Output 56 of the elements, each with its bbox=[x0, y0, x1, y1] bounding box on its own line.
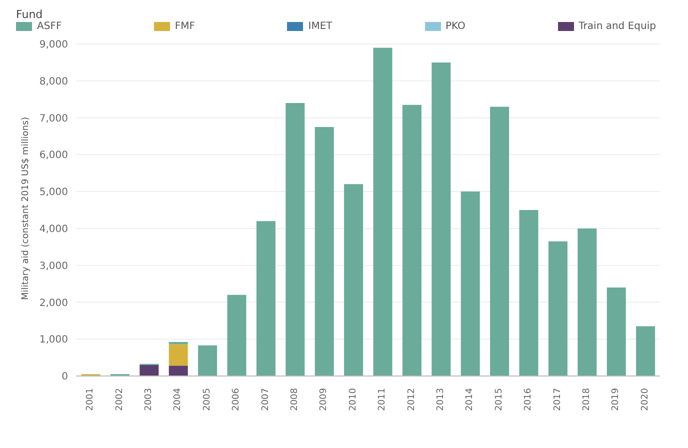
bar bbox=[286, 103, 305, 376]
legend-label: FMF bbox=[174, 21, 196, 32]
bar bbox=[256, 221, 276, 376]
y-tick-label: 5,000 bbox=[39, 187, 68, 198]
x-tick-label: 2019 bbox=[611, 388, 622, 411]
legend-label: IMET bbox=[308, 21, 332, 32]
bar bbox=[168, 344, 188, 366]
x-tick-label: 2001 bbox=[86, 388, 96, 411]
bar bbox=[198, 345, 218, 376]
x-tick-label: 2013 bbox=[436, 388, 446, 411]
x-tick-label: 2011 bbox=[378, 388, 388, 411]
y-tick-label: 8,000 bbox=[39, 76, 68, 88]
y-tick-label: 4,000 bbox=[39, 224, 68, 235]
bar bbox=[140, 364, 159, 376]
bar bbox=[578, 228, 597, 376]
x-tick-label: 2014 bbox=[465, 388, 476, 411]
x-tick-label: 2016 bbox=[524, 388, 534, 411]
bar bbox=[490, 106, 510, 376]
y-tick-label: 1,000 bbox=[39, 334, 68, 346]
legend-title: Fund bbox=[16, 8, 43, 21]
y-tick-label: 9,000 bbox=[39, 40, 68, 51]
x-tick-label: 2007 bbox=[260, 388, 271, 411]
x-tick-label: 2003 bbox=[144, 388, 154, 411]
legend-label: PKO bbox=[446, 21, 466, 32]
y-tick-label: 6,000 bbox=[39, 150, 68, 162]
x-tick-label: 2009 bbox=[319, 388, 330, 411]
y-tick-label: 0 bbox=[62, 372, 68, 383]
x-tick-label: 2018 bbox=[582, 388, 592, 411]
x-tick-label: 2008 bbox=[290, 388, 300, 411]
bar bbox=[432, 62, 451, 376]
bar bbox=[373, 48, 392, 376]
x-tick-label: 2020 bbox=[640, 388, 650, 411]
bar bbox=[402, 104, 422, 376]
x-tick-label: 2010 bbox=[348, 388, 358, 411]
bar bbox=[168, 366, 188, 376]
bar bbox=[227, 294, 246, 376]
x-tick-label: 2012 bbox=[406, 388, 417, 411]
y-axis-title: Military aid (constant 2019 US$ millions) bbox=[21, 116, 32, 300]
bar bbox=[519, 210, 538, 376]
x-tick-label: 2002 bbox=[114, 388, 125, 411]
legend-label: Train and Equip bbox=[578, 21, 656, 32]
x-tick-label: 2004 bbox=[173, 388, 184, 411]
y-tick-label: 3,000 bbox=[39, 260, 68, 272]
y-tick-label: 7,000 bbox=[39, 113, 68, 124]
bar bbox=[344, 184, 364, 376]
x-tick-label: 2005 bbox=[202, 388, 212, 411]
bar bbox=[548, 241, 568, 376]
legend-label: ASFF bbox=[37, 21, 62, 32]
y-tick-label: 2,000 bbox=[39, 298, 68, 309]
bar bbox=[460, 192, 480, 376]
x-tick-label: 2015 bbox=[494, 388, 504, 411]
bar bbox=[606, 287, 626, 376]
bar bbox=[636, 326, 656, 376]
x-tick-label: 2017 bbox=[552, 388, 563, 411]
x-tick-label: 2006 bbox=[232, 388, 242, 411]
bar bbox=[314, 127, 334, 376]
